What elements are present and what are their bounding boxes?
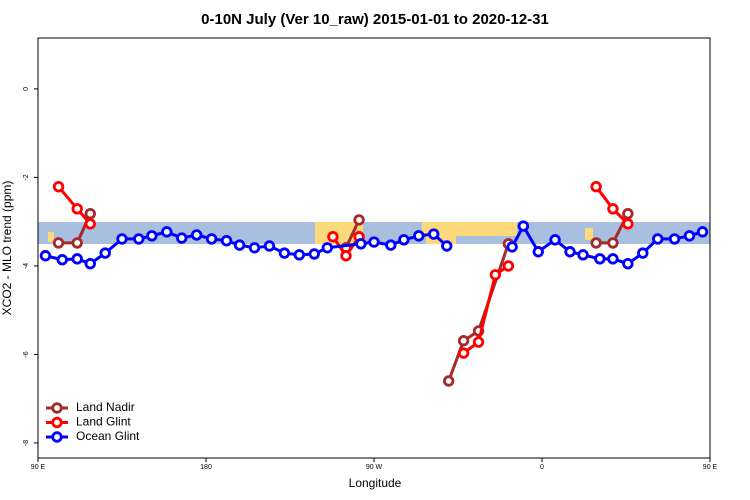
point <box>176 232 188 244</box>
point <box>590 237 602 249</box>
point <box>607 203 619 215</box>
point <box>39 250 52 262</box>
point <box>233 239 246 251</box>
y-tick-label: 0 <box>23 87 30 91</box>
point <box>489 269 502 281</box>
point <box>622 208 634 220</box>
point <box>308 248 320 260</box>
y-tick-label: -2 <box>23 174 30 180</box>
x-tick-label: 0 <box>540 464 544 471</box>
point <box>549 234 561 246</box>
point <box>340 250 352 262</box>
point <box>56 254 68 266</box>
point <box>398 234 410 246</box>
point <box>116 233 128 245</box>
point <box>146 230 158 242</box>
y-axis-label: XCO2 - MLO trend (ppm) <box>0 181 14 316</box>
y-tick-label: -8 <box>23 440 30 446</box>
x-axis-label: Longitude <box>349 476 402 490</box>
point <box>263 240 276 252</box>
point <box>385 239 397 251</box>
point <box>428 228 440 240</box>
point <box>368 236 380 248</box>
legend-label: Land Glint <box>76 415 131 429</box>
point <box>442 375 455 387</box>
point <box>84 218 96 230</box>
point <box>205 233 218 245</box>
point <box>502 260 515 272</box>
point <box>607 237 619 249</box>
point <box>278 247 291 259</box>
point <box>321 242 334 254</box>
point <box>327 231 339 243</box>
point <box>52 181 65 193</box>
point <box>532 246 544 258</box>
point <box>190 229 203 241</box>
point <box>441 240 453 252</box>
point <box>99 247 111 259</box>
point <box>472 336 485 348</box>
point <box>668 233 681 245</box>
point <box>590 181 602 193</box>
point <box>607 253 619 265</box>
point <box>622 258 634 270</box>
legend-marker <box>51 402 63 414</box>
point <box>457 335 470 347</box>
point <box>355 238 367 250</box>
point <box>220 234 233 247</box>
series-line <box>57 185 629 355</box>
point <box>71 237 83 249</box>
point <box>622 218 634 230</box>
point <box>248 242 261 254</box>
point <box>637 247 649 259</box>
point <box>353 214 365 226</box>
point <box>293 249 306 261</box>
point <box>594 253 606 265</box>
point <box>84 208 96 220</box>
legend-marker <box>51 416 63 429</box>
x-tick-label: 90 E <box>31 464 46 471</box>
legend-label: Land Nadir <box>76 400 135 414</box>
y-tick-label: -4 <box>23 263 30 269</box>
point <box>506 241 518 253</box>
point <box>517 220 530 232</box>
point <box>696 226 709 238</box>
point <box>413 230 425 242</box>
y-tick-label: -6 <box>23 351 30 357</box>
point <box>71 253 83 265</box>
point <box>577 249 589 261</box>
point <box>652 233 664 245</box>
x-tick-label: 180 <box>200 464 212 471</box>
point <box>133 233 145 245</box>
point <box>84 258 96 270</box>
point <box>457 347 470 359</box>
point <box>564 246 576 258</box>
point <box>71 203 83 215</box>
x-tick-label: 90 E <box>703 464 718 471</box>
legend-label: Ocean Glint <box>76 429 140 443</box>
legend-marker <box>51 431 63 443</box>
point <box>161 226 173 238</box>
chart-title: 0-10N July (Ver 10_raw) 2015-01-01 to 20… <box>201 11 549 28</box>
point <box>52 237 65 249</box>
point <box>683 230 696 242</box>
x-tick-label: 90 W <box>366 464 383 471</box>
plot-frame <box>37 37 711 459</box>
